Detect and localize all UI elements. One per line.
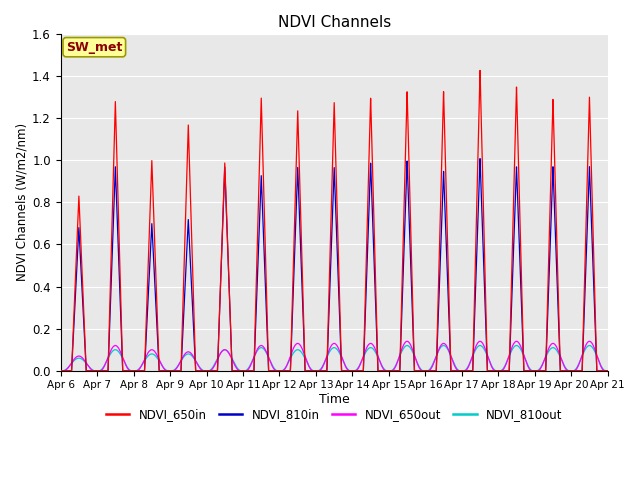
- NDVI_810in: [262, 285, 269, 290]
- NDVI_810in: [476, 156, 484, 162]
- Y-axis label: NDVI Channels (W/m2/nm): NDVI Channels (W/m2/nm): [15, 123, 28, 281]
- Text: SW_met: SW_met: [66, 41, 122, 54]
- NDVI_810in: [410, 344, 417, 350]
- NDVI_650in: [57, 368, 65, 373]
- NDVI_650in: [174, 368, 182, 373]
- NDVI_650out: [262, 347, 269, 353]
- Legend: NDVI_650in, NDVI_810in, NDVI_650out, NDVI_810out: NDVI_650in, NDVI_810in, NDVI_650out, NDV…: [101, 403, 567, 425]
- NDVI_810in: [168, 368, 176, 373]
- NDVI_810in: [174, 368, 182, 373]
- NDVI_810out: [410, 351, 417, 357]
- NDVI_810out: [488, 362, 495, 368]
- NDVI_650out: [604, 368, 612, 373]
- NDVI_650out: [57, 368, 65, 373]
- NDVI_810in: [57, 368, 65, 373]
- NDVI_650out: [174, 364, 182, 370]
- NDVI_650out: [168, 368, 176, 373]
- X-axis label: Time: Time: [319, 393, 349, 406]
- NDVI_650out: [586, 338, 593, 344]
- Line: NDVI_810in: NDVI_810in: [61, 159, 608, 371]
- NDVI_650in: [476, 68, 484, 73]
- Line: NDVI_650out: NDVI_650out: [61, 341, 608, 371]
- NDVI_810in: [604, 368, 612, 373]
- Title: NDVI Channels: NDVI Channels: [278, 15, 391, 30]
- NDVI_810in: [488, 368, 495, 373]
- NDVI_650out: [602, 368, 610, 373]
- NDVI_810out: [262, 348, 269, 354]
- NDVI_650out: [410, 349, 417, 355]
- Line: NDVI_810out: NDVI_810out: [61, 346, 608, 371]
- NDVI_650in: [262, 251, 269, 257]
- NDVI_810out: [174, 363, 182, 369]
- NDVI_810out: [602, 368, 610, 373]
- NDVI_650in: [410, 336, 417, 342]
- NDVI_810out: [604, 368, 612, 373]
- NDVI_650out: [488, 363, 495, 369]
- NDVI_650in: [604, 368, 612, 373]
- NDVI_650in: [168, 368, 176, 373]
- Line: NDVI_650in: NDVI_650in: [61, 71, 608, 371]
- NDVI_650in: [488, 368, 495, 373]
- NDVI_810out: [57, 368, 65, 373]
- NDVI_810out: [586, 343, 593, 348]
- NDVI_650in: [602, 368, 610, 373]
- NDVI_810out: [168, 368, 176, 373]
- NDVI_810in: [602, 368, 610, 373]
